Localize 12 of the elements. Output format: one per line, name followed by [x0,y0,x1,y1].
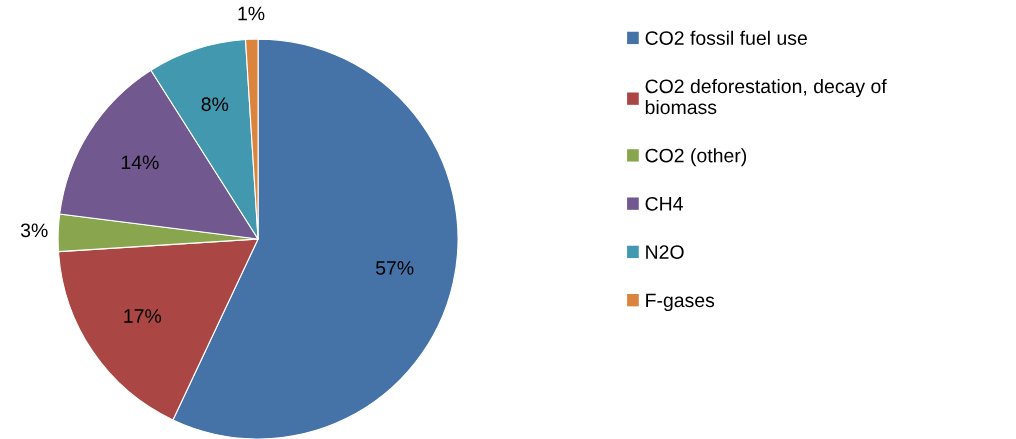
data-label: 14% [121,155,159,170]
legend-label: N2O [646,245,684,259]
legend-label: F-gases [646,293,715,312]
data-label: 1% [238,6,265,21]
legend-label: CH4 [645,196,683,211]
data-label: 17% [124,309,162,323]
legend-label: CO2 fossil fuel use [645,30,807,45]
legend-label: CO2 deforestation, decay of biomass [645,78,887,115]
data-label: 57% [375,261,414,275]
legend-label: CO2 (other) [645,148,747,167]
data-label: 8% [201,97,229,112]
data-label: 3% [20,223,48,238]
